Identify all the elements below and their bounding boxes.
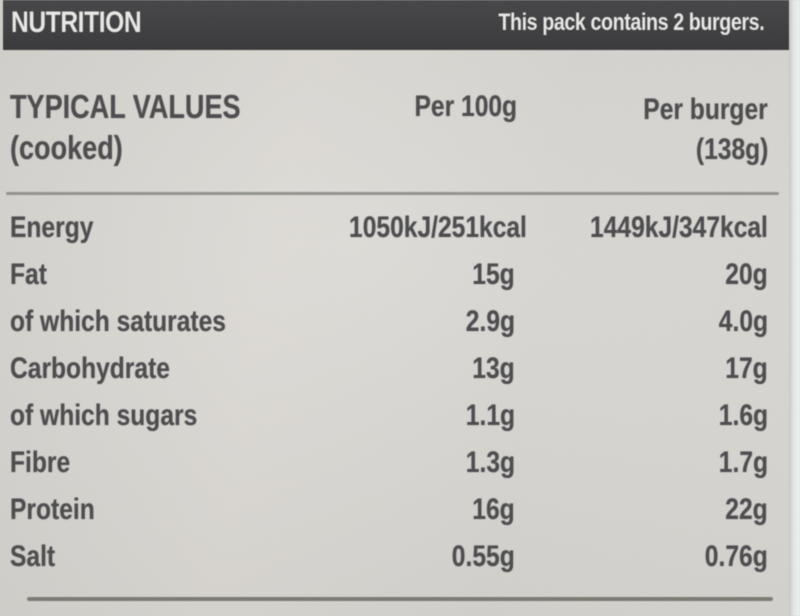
nutrient-label: of which saturates xyxy=(10,304,226,338)
nutrient-label: Fat xyxy=(10,257,47,291)
table-row: of which sugars 1.1g 1.6g xyxy=(10,392,768,439)
per-burger-value: 17g xyxy=(725,351,768,385)
table-row: Carbohydrate 13g 17g xyxy=(10,345,768,392)
per-burger-value: 0.76g xyxy=(705,539,768,573)
per-100g-value: 15g xyxy=(472,257,515,291)
table-row: Energy 1050kJ/251kcal 1449kJ/347kcal xyxy=(10,204,768,251)
table-row: Fat 15g 20g xyxy=(10,251,768,298)
nutrition-table: Energy 1050kJ/251kcal 1449kJ/347kcal Fat… xyxy=(10,204,768,580)
per-100g-value: 1.3g xyxy=(465,445,515,479)
per-burger-value: 1449kJ/347kcal xyxy=(590,210,768,244)
nutrient-label: Energy xyxy=(10,210,94,244)
nutrient-label: Protein xyxy=(10,492,95,526)
per-burger-column-header: Per burger (138g) xyxy=(0,90,768,170)
pack-contents-note: This pack contains 2 burgers. xyxy=(498,9,764,36)
nutrient-label: of which sugars xyxy=(10,398,198,432)
nutrition-title: NUTRITION xyxy=(11,6,142,39)
table-row: of which saturates 2.9g 4.0g xyxy=(10,298,768,345)
per-burger-value: 20g xyxy=(725,257,768,291)
nutrient-label: Fibre xyxy=(10,445,71,479)
per-burger-weight: (138g) xyxy=(695,133,768,166)
table-row: Salt 0.55g 0.76g xyxy=(10,533,768,580)
nutrient-label: Carbohydrate xyxy=(10,351,170,385)
per-100g-value: 1.1g xyxy=(465,398,515,432)
per-burger-value: 4.0g xyxy=(718,304,768,338)
table-row: Fibre 1.3g 1.7g xyxy=(10,439,768,486)
per-100g-value: 13g xyxy=(472,351,515,385)
header-divider-rule xyxy=(6,192,779,195)
nutrition-header-bar: NUTRITION This pack contains 2 burgers. xyxy=(3,0,792,50)
package-edge-strip xyxy=(789,0,800,616)
bottom-rule xyxy=(27,597,773,601)
per-100g-value: 16g xyxy=(472,492,515,526)
per-100g-value: 1050kJ/251kcal xyxy=(349,210,527,244)
per-burger-label: Per burger xyxy=(643,93,768,126)
nutrient-label: Salt xyxy=(10,539,56,573)
per-burger-value: 22g xyxy=(725,492,768,526)
per-burger-value: 1.6g xyxy=(718,398,768,432)
per-100g-value: 2.9g xyxy=(465,304,515,338)
per-100g-value: 0.55g xyxy=(452,539,515,573)
table-row: Protein 16g 22g xyxy=(10,486,768,533)
per-burger-value: 1.7g xyxy=(718,445,768,479)
